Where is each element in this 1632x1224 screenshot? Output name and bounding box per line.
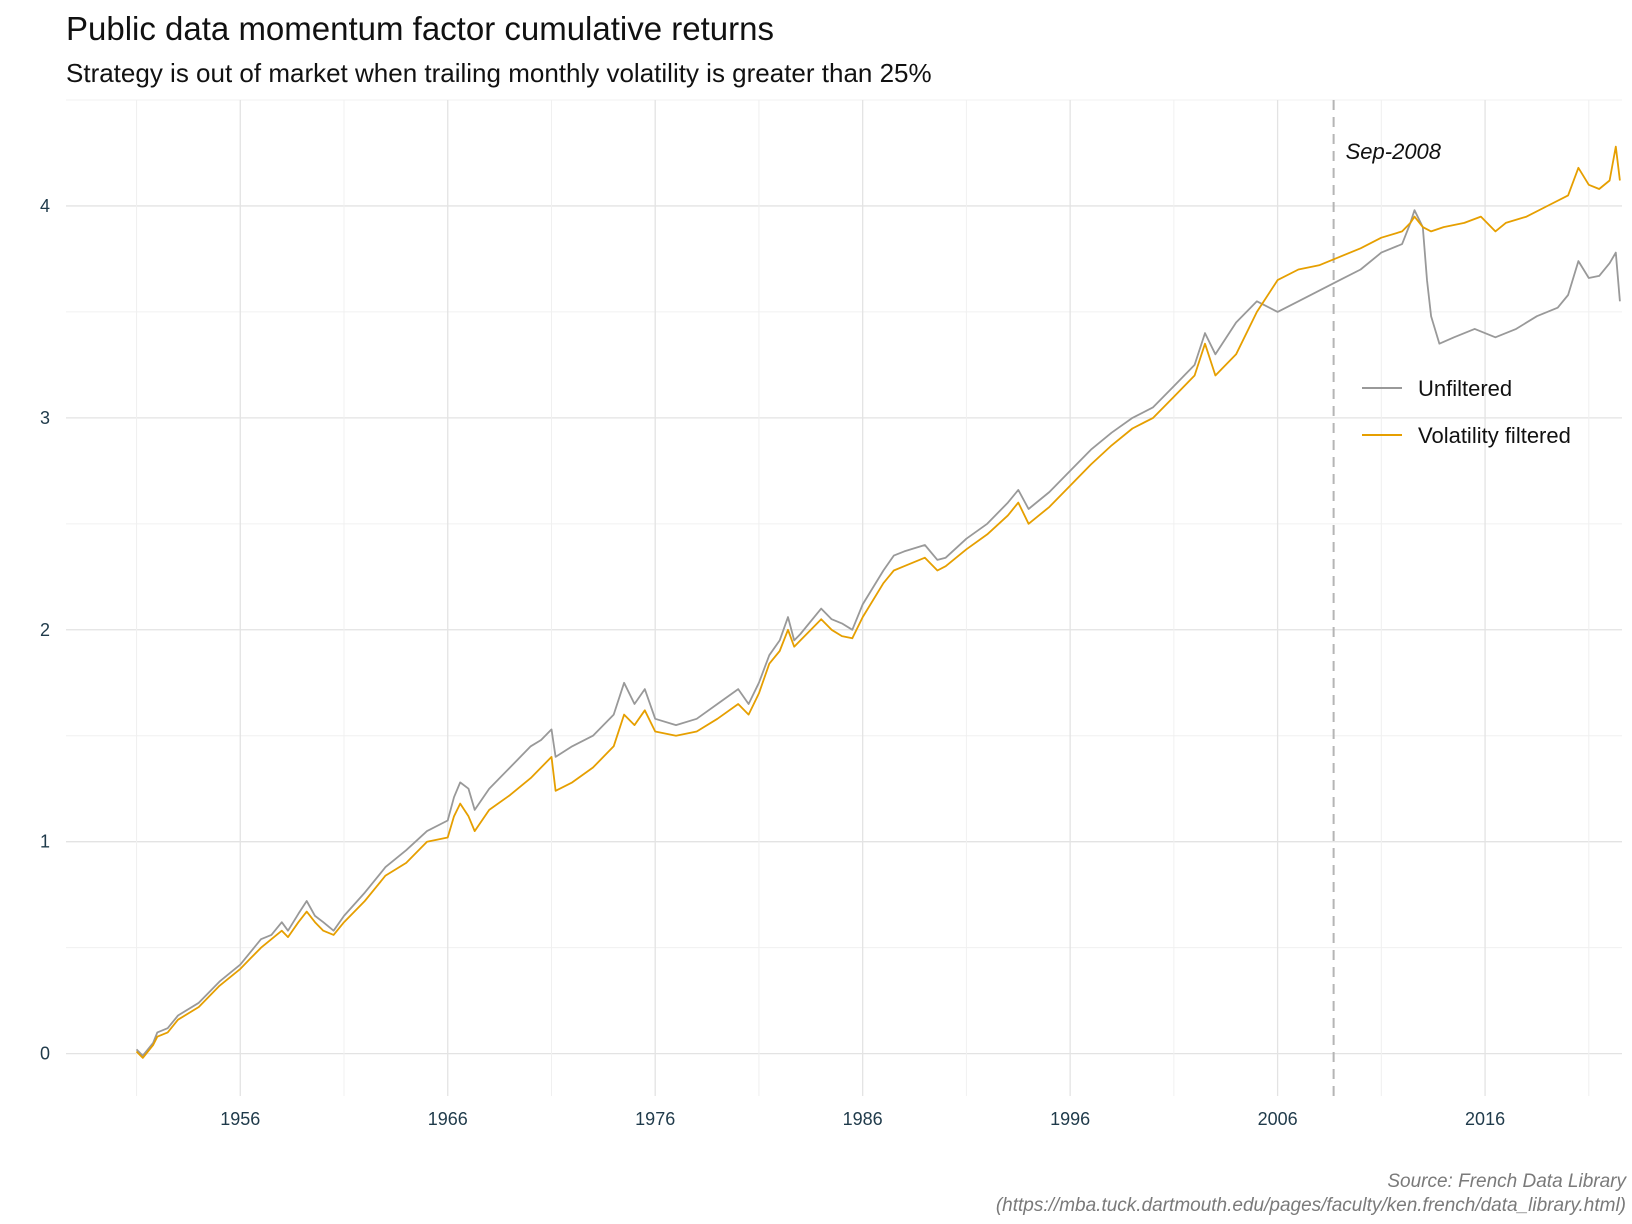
x-tick-label: 2016 xyxy=(1465,1109,1505,1129)
series-line-volatility-filtered xyxy=(135,145,1621,1059)
series-layer xyxy=(135,145,1621,1059)
legend: Unfiltered Volatility filtered xyxy=(1362,376,1571,448)
annotation-label: Sep-2008 xyxy=(1346,139,1442,164)
y-tick-label: 0 xyxy=(40,1044,50,1064)
y-tick-label: 3 xyxy=(40,408,50,428)
x-tick-label: 1976 xyxy=(635,1109,675,1129)
x-tick-label: 1956 xyxy=(220,1109,260,1129)
grid-lines xyxy=(66,99,1622,1096)
x-tick-label: 1996 xyxy=(1050,1109,1090,1129)
x-tick-label: 2006 xyxy=(1258,1109,1298,1129)
caption-source: Source: French Data Library xyxy=(1387,1171,1626,1192)
caption-url: (https://mba.tuck.dartmouth.edu/pages/fa… xyxy=(995,1195,1626,1216)
x-tick-label: 1986 xyxy=(843,1109,883,1129)
legend-label-volatility-filtered: Volatility filtered xyxy=(1418,423,1571,448)
y-tick-label: 2 xyxy=(40,620,50,640)
series-line-unfiltered xyxy=(135,209,1621,1057)
chart-title: Public data momentum factor cumulative r… xyxy=(66,10,774,47)
legend-label-unfiltered: Unfiltered xyxy=(1418,376,1512,401)
x-tick-label: 1966 xyxy=(428,1109,468,1129)
y-tick-label: 1 xyxy=(40,832,50,852)
axis-ticks: 0 1 2 3 4 1956 1966 1976 1986 1996 2006 2016 xyxy=(40,196,1505,1129)
chart-subtitle: Strategy is out of market when trailing … xyxy=(66,58,932,88)
y-tick-label: 4 xyxy=(40,196,50,216)
annotation-layer: Sep-2008 xyxy=(1332,100,1442,1096)
